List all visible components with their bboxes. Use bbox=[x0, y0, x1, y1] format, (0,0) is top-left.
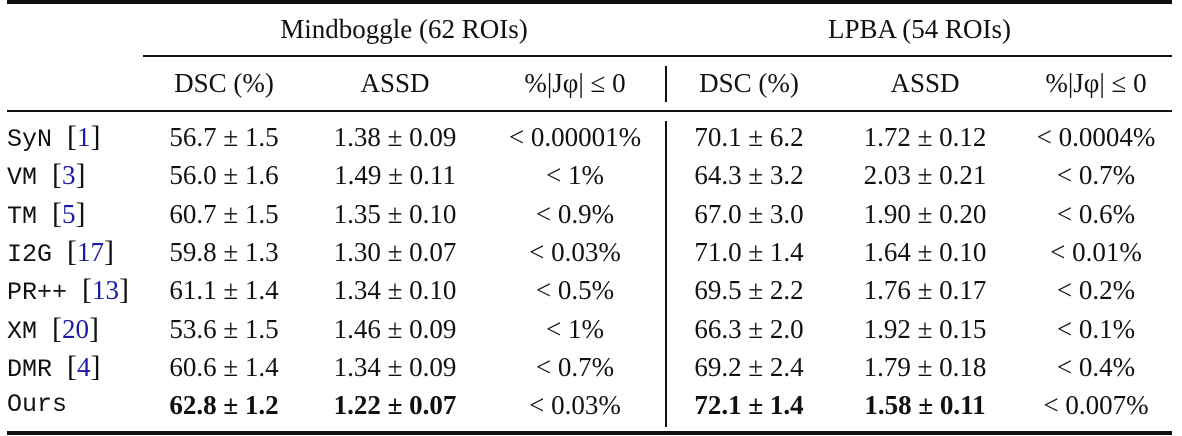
table-cell: 60.6 ± 1.4 bbox=[169, 351, 279, 382]
table-cell: 1.34 ± 0.09 bbox=[333, 351, 457, 382]
col-header-mb-dsc: DSC (%) bbox=[174, 68, 274, 98]
col-header-mb-jac: %|Jφ| ≤ 0 bbox=[524, 68, 626, 98]
method-name: Ours bbox=[7, 390, 68, 420]
group-header-lpba: LPBA (54 ROIs) bbox=[827, 14, 1011, 44]
col-header-lp-dsc: DSC (%) bbox=[699, 68, 799, 98]
table-cell: 59.8 ± 1.3 bbox=[169, 236, 279, 267]
method-label: SyN [1] bbox=[7, 120, 101, 155]
table-cell: 62.8 ± 1.2 bbox=[169, 390, 279, 421]
table-cell: 2.03 ± 0.21 bbox=[863, 160, 987, 191]
table-cell: 1.92 ± 0.15 bbox=[863, 313, 987, 344]
col-header-lp-jac: %|Jφ| ≤ 0 bbox=[1045, 68, 1147, 98]
table-cell: 64.3 ± 3.2 bbox=[694, 160, 804, 191]
table-cell: < 0.01% bbox=[1050, 236, 1142, 267]
table-cell: 1.34 ± 0.10 bbox=[333, 275, 457, 306]
table-cell: 1.90 ± 0.20 bbox=[863, 198, 987, 229]
table-cell: < 0.6% bbox=[1056, 198, 1136, 229]
table-cell: < 0.00001% bbox=[508, 122, 642, 152]
table-cell: 1.76 ± 0.17 bbox=[863, 275, 987, 306]
table-cell: < 0.7% bbox=[535, 351, 615, 382]
method-name: SyN bbox=[7, 125, 53, 154]
table-cell: 1.79 ± 0.18 bbox=[863, 351, 987, 382]
table-cell: 69.5 ± 2.2 bbox=[694, 275, 804, 306]
method-label: DMR [4] bbox=[7, 349, 101, 384]
table-cell: 1.22 ± 0.07 bbox=[333, 390, 457, 421]
method-label: TM [5] bbox=[7, 196, 86, 231]
method-label: XM [20] bbox=[7, 311, 100, 346]
table-cell: < 0.0004% bbox=[1036, 122, 1156, 152]
group-header-mindboggle: Mindboggle (62 ROIs) bbox=[280, 14, 528, 44]
table-cell: < 0.7% bbox=[1056, 160, 1136, 191]
table-cell: < 0.4% bbox=[1056, 351, 1136, 382]
method-name: TM bbox=[7, 201, 38, 231]
table-cell: 72.1 ± 1.4 bbox=[694, 390, 804, 421]
citation-link[interactable]: 13 bbox=[92, 275, 120, 306]
citation-link[interactable]: 5 bbox=[62, 198, 76, 229]
table-cell: 1.35 ± 0.10 bbox=[333, 198, 457, 229]
table-cell: 70.1 ± 6.2 bbox=[694, 122, 804, 152]
table-cell: 1.38 ± 0.09 bbox=[333, 122, 457, 152]
table-cell: < 0.03% bbox=[529, 236, 621, 267]
table-cell: 1.46 ± 0.09 bbox=[333, 313, 457, 344]
table-cell: 71.0 ± 1.4 bbox=[694, 236, 804, 267]
header-vertical-divider bbox=[665, 66, 667, 102]
table-cell: 67.0 ± 3.0 bbox=[694, 198, 804, 229]
col-header-mb-assd: ASSD bbox=[360, 68, 430, 98]
citation-link[interactable]: 17 bbox=[77, 236, 105, 267]
table-cell: 1.30 ± 0.07 bbox=[333, 236, 457, 267]
table-cell: < 0.9% bbox=[535, 198, 615, 229]
table-cell: 56.0 ± 1.6 bbox=[169, 160, 279, 191]
method-label: PR++ [13] bbox=[7, 273, 130, 308]
table-cell: 1.72 ± 0.12 bbox=[863, 122, 987, 152]
method-name: PR++ bbox=[7, 278, 68, 308]
method-name: I2G bbox=[7, 239, 53, 269]
bottom-rule bbox=[7, 431, 1172, 435]
method-label: I2G [17] bbox=[7, 234, 115, 269]
table-cell: < 0.5% bbox=[535, 275, 615, 306]
method-label: VM [3] bbox=[7, 158, 86, 193]
table-cell: < 1% bbox=[546, 313, 604, 344]
method-name: VM bbox=[7, 163, 38, 193]
table-cell: < 0.007% bbox=[1043, 390, 1149, 421]
col-header-lp-assd: ASSD bbox=[890, 68, 960, 98]
method-name: DMR bbox=[7, 354, 53, 384]
table-cell: 1.49 ± 0.11 bbox=[334, 160, 456, 191]
citation-link[interactable]: 3 bbox=[62, 160, 76, 191]
table-cell: < 0.2% bbox=[1056, 275, 1136, 306]
table-cell: 1.58 ± 0.11 bbox=[864, 390, 986, 421]
top-rule bbox=[7, 0, 1172, 4]
citation-link[interactable]: 4 bbox=[77, 351, 91, 382]
header-midrule bbox=[7, 110, 1172, 112]
table-cell: 61.1 ± 1.4 bbox=[169, 275, 279, 306]
table-cell: 1.64 ± 0.10 bbox=[863, 236, 987, 267]
method-name: XM bbox=[7, 316, 38, 346]
body-vertical-divider bbox=[665, 121, 667, 427]
table-cell: 56.7 ± 1.5 bbox=[169, 122, 279, 152]
citation-link[interactable]: 20 bbox=[62, 313, 90, 344]
table-cell: 60.7 ± 1.5 bbox=[169, 198, 279, 229]
method-label: Ours bbox=[7, 389, 67, 421]
group-cmidrule bbox=[143, 55, 1172, 57]
table-cell: < 0.03% bbox=[529, 390, 621, 421]
table-cell: 66.3 ± 2.0 bbox=[694, 313, 804, 344]
table-cell: 69.2 ± 2.4 bbox=[694, 351, 804, 382]
table-cell: < 1% bbox=[546, 160, 604, 191]
citation-link[interactable]: 1 bbox=[77, 122, 91, 152]
table-cell: < 0.1% bbox=[1056, 313, 1136, 344]
table-cell: 53.6 ± 1.5 bbox=[169, 313, 279, 344]
